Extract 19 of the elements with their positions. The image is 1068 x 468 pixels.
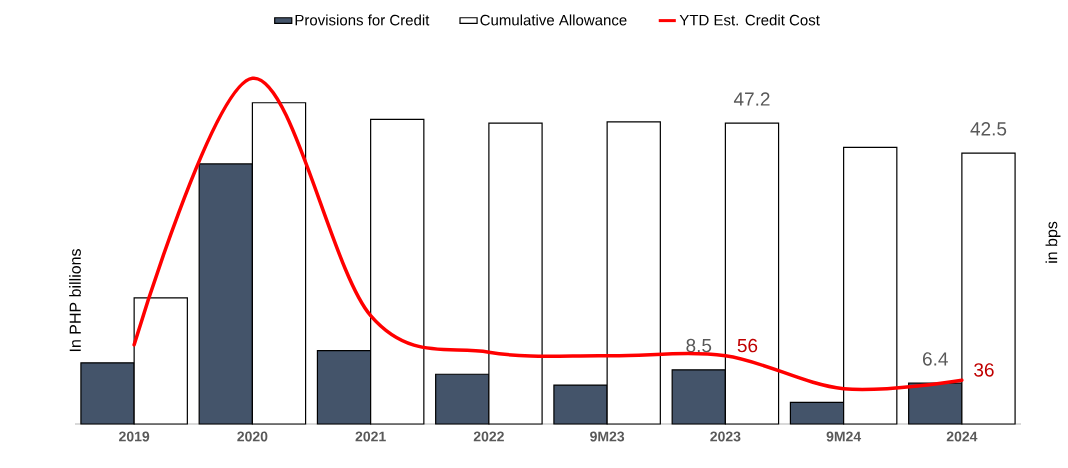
data-label: 36 (974, 363, 994, 377)
legend-label: Provisions for Credit (295, 14, 430, 26)
x-tick-label: 2019 (119, 431, 150, 442)
x-tick-label: 2023 (710, 431, 741, 442)
y-axis-title: In PHP billions (69, 249, 81, 352)
legend-label: YTD Est. Credit Cost (679, 14, 820, 26)
x-tick-label: 2020 (237, 431, 268, 442)
x-tick-label: 2022 (473, 431, 504, 442)
data-label: 8.5 (686, 338, 712, 353)
x-tick-label: 9M23 (590, 431, 625, 442)
data-label: 6.4 (923, 352, 948, 366)
data-label: 56 (737, 338, 758, 353)
legend-label: Cumulative Allowance (480, 14, 627, 26)
y2-axis-title: in bps (1045, 221, 1061, 263)
x-tick-label: 9M24 (826, 431, 862, 442)
x-tick-label: 2024 (946, 431, 978, 442)
data-label: 42.5 (970, 122, 1007, 136)
data-label: 47.2 (733, 92, 770, 106)
x-tick-label: 2021 (355, 431, 386, 442)
